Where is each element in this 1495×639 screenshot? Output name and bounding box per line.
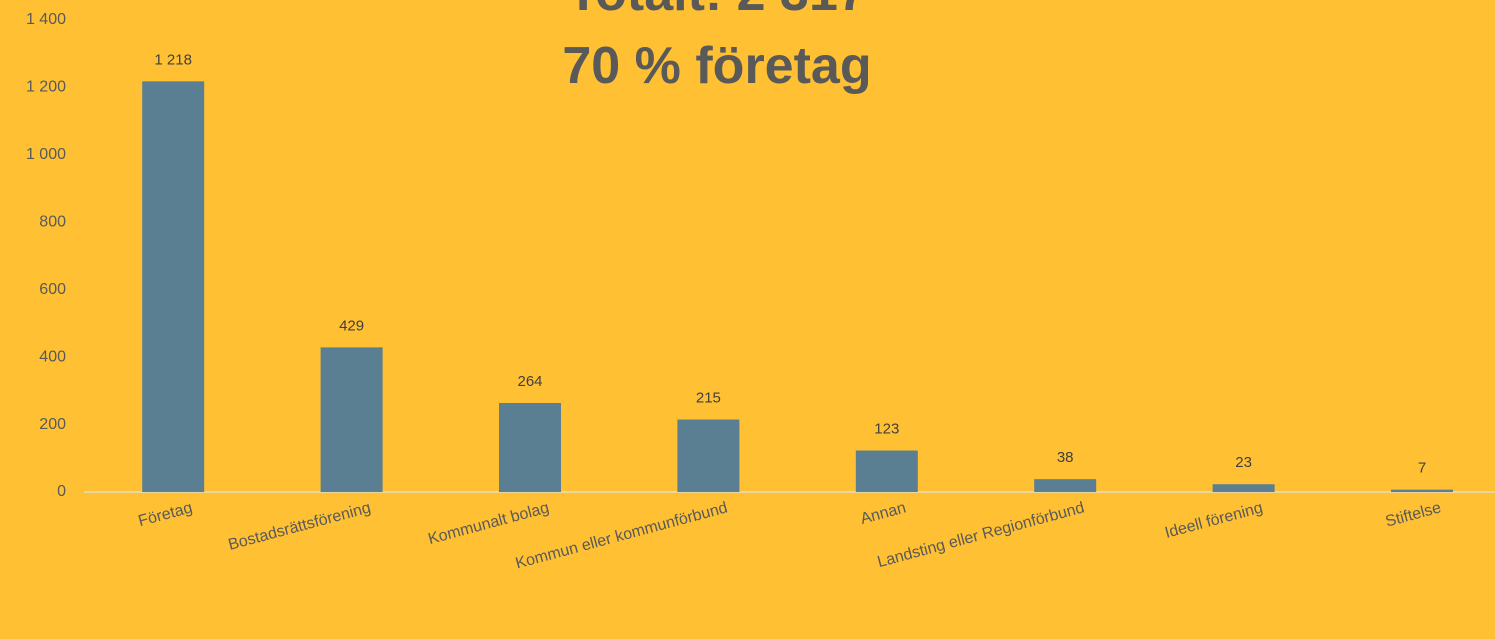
- x-tick-label: Bostadsrättsförening: [226, 499, 372, 553]
- value-label: 215: [696, 390, 721, 407]
- y-tick-label: 200: [39, 416, 66, 433]
- bar: [1212, 484, 1275, 492]
- y-tick-label: 1 400: [26, 11, 66, 28]
- y-tick-label: 600: [39, 281, 66, 298]
- value-label: 38: [1057, 449, 1074, 466]
- y-tick-label: 800: [39, 214, 66, 231]
- bar: [142, 81, 205, 493]
- bar: [677, 419, 740, 492]
- value-label: 1 218: [154, 51, 192, 68]
- chart-subtitle: 70 % företag: [562, 37, 871, 95]
- y-tick-label: 1 200: [26, 79, 66, 96]
- x-tick-label: Annan: [859, 499, 908, 527]
- value-label: 7: [1418, 460, 1426, 477]
- x-tick-label: Landsting eller Regionförbund: [876, 499, 1087, 571]
- value-label: 123: [874, 421, 899, 438]
- bar: [320, 347, 383, 492]
- value-label: 264: [517, 373, 542, 390]
- bar: [855, 450, 918, 492]
- value-label: 429: [339, 317, 364, 334]
- y-tick-label: 400: [39, 348, 66, 365]
- x-tick-label: Företag: [137, 499, 195, 530]
- y-tick-label: 0: [57, 483, 66, 500]
- bar: [1391, 489, 1453, 492]
- x-tick-label: Ideell förening: [1163, 499, 1264, 541]
- bar: [1034, 479, 1097, 492]
- x-tick-label: Kommunalt bolag: [426, 499, 551, 548]
- chart-title: Totalt: 2 317: [567, 0, 867, 22]
- y-tick-label: 1 000: [26, 146, 66, 163]
- bar: [499, 402, 561, 492]
- x-tick-label: Stiftelse: [1384, 499, 1443, 530]
- value-label: 23: [1235, 454, 1252, 471]
